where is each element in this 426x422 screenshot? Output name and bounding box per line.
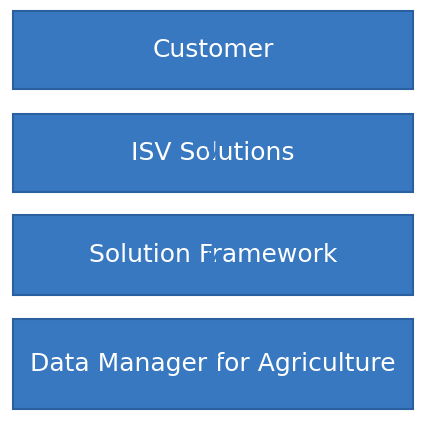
FancyBboxPatch shape xyxy=(13,319,413,409)
Text: Customer: Customer xyxy=(152,38,274,62)
Text: Data Manager for Agriculture: Data Manager for Agriculture xyxy=(30,352,396,376)
FancyBboxPatch shape xyxy=(13,215,413,295)
FancyBboxPatch shape xyxy=(13,114,413,192)
Text: ISV Solutions: ISV Solutions xyxy=(131,141,295,165)
Text: Solution Framework: Solution Framework xyxy=(89,243,337,267)
FancyBboxPatch shape xyxy=(13,11,413,89)
